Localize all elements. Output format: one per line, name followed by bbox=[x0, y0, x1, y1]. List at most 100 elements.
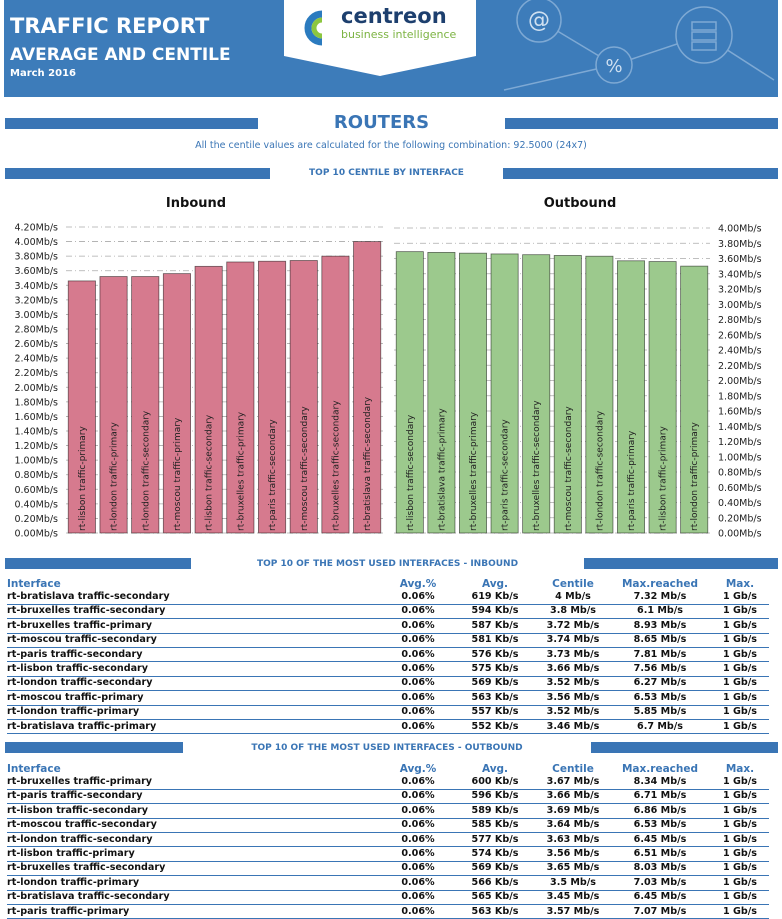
category-label: rt-bruxelles traffic-secondary bbox=[331, 400, 341, 531]
table-cell: 3.69 Mb/s bbox=[537, 803, 609, 819]
table-row: rt-moscou traffic-secondary 0.06% 585 Kb/s… bbox=[7, 818, 769, 833]
table-cell: rt-bratislava traffic-primary bbox=[7, 719, 383, 735]
table-cell: 1 Gb/s bbox=[711, 846, 769, 862]
table-cell: 3.65 Mb/s bbox=[537, 861, 609, 877]
y-tick-label: 3.20Mb/s bbox=[14, 295, 58, 306]
y-tick-label: 0.00Mb/s bbox=[14, 529, 58, 540]
bar bbox=[258, 260, 287, 534]
table-cell: rt-london traffic-secondary bbox=[7, 676, 383, 692]
category-label: rt-moscou traffic-secondary bbox=[300, 406, 310, 531]
table-cell: 3.66 Mb/s bbox=[537, 789, 609, 805]
table-cell: 0.06% bbox=[383, 604, 453, 620]
table-cell: 8.34 Mb/s bbox=[609, 775, 711, 790]
bar bbox=[680, 265, 709, 534]
category-label: rt-bruxelles traffic-secondary bbox=[532, 400, 542, 531]
table-cell: 1 Gb/s bbox=[711, 690, 769, 706]
header-row: Interface Avg.% Avg. Centile Max.reached Max. bbox=[7, 577, 769, 590]
table-cell: rt-lisbon traffic-secondary bbox=[7, 803, 383, 819]
y-tick-label: 3.40Mb/s bbox=[14, 281, 58, 292]
table-cell: 3.74 Mb/s bbox=[537, 633, 609, 648]
y-tick-label: 0.20Mb/s bbox=[14, 514, 58, 525]
table-row: rt-bratislava traffic-primary 0.06% 552 Kb… bbox=[7, 719, 769, 735]
table-cell: 569 Kb/s bbox=[453, 861, 537, 877]
table-cell: 1 Gb/s bbox=[711, 832, 769, 848]
category-label: rt-paris traffic-secondary bbox=[501, 419, 511, 531]
category-label: rt-moscou traffic-primary bbox=[173, 417, 183, 531]
y-tick-label: 1.80Mb/s bbox=[14, 397, 58, 408]
y-tick-label: 1.20Mb/s bbox=[14, 441, 58, 452]
table-row: rt-moscou traffic-primary 0.06% 563 Kb/s 3.… bbox=[7, 690, 769, 706]
column-header: Avg. bbox=[481, 762, 509, 775]
bar bbox=[67, 280, 96, 534]
y-tick-label: 1.80Mb/s bbox=[718, 391, 762, 402]
table-cell: 3.56 Mb/s bbox=[537, 690, 609, 706]
bar bbox=[194, 265, 223, 534]
section-note: All the centile values are calculated fo… bbox=[195, 140, 587, 151]
table-cell: 0.06% bbox=[383, 904, 453, 919]
table-cell: 3.45 Mb/s bbox=[537, 890, 609, 905]
heading-band bbox=[503, 168, 778, 179]
table-cell: 3.73 Mb/s bbox=[537, 647, 609, 663]
column-header: Interface bbox=[7, 577, 61, 590]
y-tick-label: 2.60Mb/s bbox=[718, 330, 762, 341]
table-row: rt-bratislava traffic-secondary 0.06% 565 … bbox=[7, 890, 769, 905]
table-cell: 563 Kb/s bbox=[453, 904, 537, 919]
table-title: TOP 10 OF THE MOST USED INTERFACES - OUT… bbox=[251, 743, 523, 753]
bar bbox=[395, 251, 424, 534]
bar bbox=[289, 260, 318, 534]
table-cell: 0.06% bbox=[383, 618, 453, 634]
table-cell: 1 Gb/s bbox=[711, 633, 769, 648]
column-header: Max. bbox=[725, 577, 755, 590]
bar bbox=[162, 273, 191, 534]
category-label: rt-london traffic-secondary bbox=[595, 410, 605, 531]
table-cell: rt-bruxelles traffic-secondary bbox=[7, 861, 383, 877]
table-cell: 1 Gb/s bbox=[711, 618, 769, 634]
table-cell: rt-bratislava traffic-secondary bbox=[7, 890, 383, 905]
table-cell: rt-paris traffic-secondary bbox=[7, 647, 383, 663]
table: Interface Avg.% Avg. Centile Max.reached Max.… bbox=[7, 577, 769, 735]
y-tick-label: 1.00Mb/s bbox=[718, 452, 762, 463]
table-cell: 587 Kb/s bbox=[453, 618, 537, 634]
table-cell: 1 Gb/s bbox=[711, 803, 769, 819]
table-cell: 6.7 Mb/s bbox=[609, 719, 711, 735]
y-tick-label: 0.40Mb/s bbox=[14, 499, 58, 510]
category-label: rt-bruxelles traffic-primary bbox=[469, 411, 479, 531]
bar bbox=[427, 252, 456, 534]
chart-title: Inbound bbox=[166, 196, 226, 211]
y-tick-label: 3.60Mb/s bbox=[718, 254, 762, 265]
bar bbox=[585, 255, 614, 534]
y-tick-label: 3.80Mb/s bbox=[14, 252, 58, 263]
table-cell: 4 Mb/s bbox=[537, 590, 609, 605]
table-row: rt-london traffic-secondary 0.06% 569 Kb/s… bbox=[7, 676, 769, 692]
table-cell: 1 Gb/s bbox=[711, 590, 769, 605]
category-label: rt-london traffic-secondary bbox=[141, 410, 151, 531]
heading-band bbox=[505, 118, 778, 129]
y-tick-label: 1.20Mb/s bbox=[718, 437, 762, 448]
logo-name: centreon bbox=[341, 4, 447, 28]
table-cell: 1 Gb/s bbox=[711, 719, 769, 735]
heading-band bbox=[591, 742, 778, 753]
column-header: Interface bbox=[7, 762, 61, 775]
table-row: rt-paris traffic-secondary 0.06% 576 Kb/s 3… bbox=[7, 647, 769, 663]
bar bbox=[553, 255, 582, 534]
table-cell: 574 Kb/s bbox=[453, 846, 537, 862]
bar bbox=[321, 255, 350, 534]
category-label: rt-lisbon traffic-secondary bbox=[205, 414, 215, 531]
table-cell: rt-moscou traffic-secondary bbox=[7, 633, 383, 648]
table-cell: 0.06% bbox=[383, 676, 453, 692]
table-cell: 0.06% bbox=[383, 705, 453, 720]
table-cell: 6.71 Mb/s bbox=[609, 789, 711, 805]
y-tick-label: 2.00Mb/s bbox=[14, 383, 58, 394]
table-cell: 565 Kb/s bbox=[453, 890, 537, 905]
y-tick-label: 4.00Mb/s bbox=[718, 224, 762, 235]
y-tick-label: 2.40Mb/s bbox=[14, 354, 58, 365]
bar bbox=[131, 276, 160, 534]
y-tick-label: 3.40Mb/s bbox=[718, 269, 762, 280]
category-label: rt-bruxelles traffic-primary bbox=[236, 411, 246, 531]
y-tick-label: 2.00Mb/s bbox=[718, 376, 762, 387]
table-cell: rt-london traffic-secondary bbox=[7, 832, 383, 848]
y-tick-label: 1.60Mb/s bbox=[14, 412, 58, 423]
table-cell: 6.1 Mb/s bbox=[609, 604, 711, 620]
y-tick-label: 2.80Mb/s bbox=[14, 325, 58, 336]
section-title: ROUTERS bbox=[333, 112, 430, 133]
